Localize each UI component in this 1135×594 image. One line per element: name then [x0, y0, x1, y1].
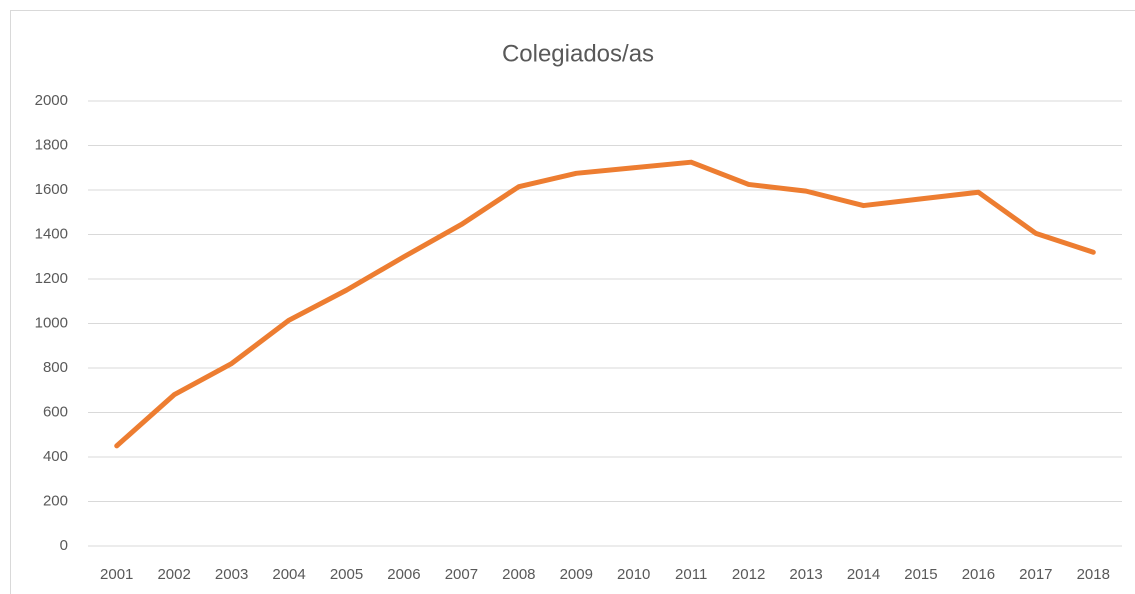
chart-title: Colegiados/as — [502, 40, 654, 67]
x-tick-label: 2005 — [330, 566, 363, 583]
x-tick-label: 2013 — [789, 566, 822, 583]
y-tick-label: 1800 — [35, 136, 68, 153]
y-tick-label: 1200 — [35, 270, 68, 287]
y-tick-label: 200 — [43, 492, 68, 509]
x-tick-label: 2011 — [675, 566, 707, 583]
x-tick-label: 2015 — [904, 566, 937, 583]
y-tick-label: 600 — [43, 403, 68, 420]
x-tick-label: 2001 — [100, 566, 133, 583]
y-tick-label: 1600 — [35, 181, 68, 198]
x-tick-label: 2012 — [732, 566, 765, 583]
x-tick-label: 2016 — [962, 566, 995, 583]
chart-frame — [10, 10, 1135, 594]
y-tick-label: 2000 — [35, 92, 68, 109]
x-tick-label: 2018 — [1077, 566, 1110, 583]
y-tick-label: 1400 — [35, 225, 68, 242]
y-tick-label: 1000 — [35, 314, 68, 331]
y-tick-label: 800 — [43, 359, 68, 376]
x-tick-label: 2006 — [387, 566, 420, 583]
x-tick-label: 2008 — [502, 566, 535, 583]
x-tick-label: 2004 — [272, 566, 305, 583]
y-tick-label: 0 — [60, 537, 68, 554]
x-tick-label: 2007 — [445, 566, 478, 583]
x-tick-label: 2003 — [215, 566, 248, 583]
x-tick-label: 2014 — [847, 566, 880, 583]
x-tick-label: 2009 — [560, 566, 593, 583]
x-tick-label: 2017 — [1019, 566, 1052, 583]
line-series — [114, 159, 1096, 449]
x-tick-label: 2010 — [617, 566, 650, 583]
x-tick-label: 2002 — [157, 566, 190, 583]
y-tick-label: 400 — [43, 448, 68, 465]
